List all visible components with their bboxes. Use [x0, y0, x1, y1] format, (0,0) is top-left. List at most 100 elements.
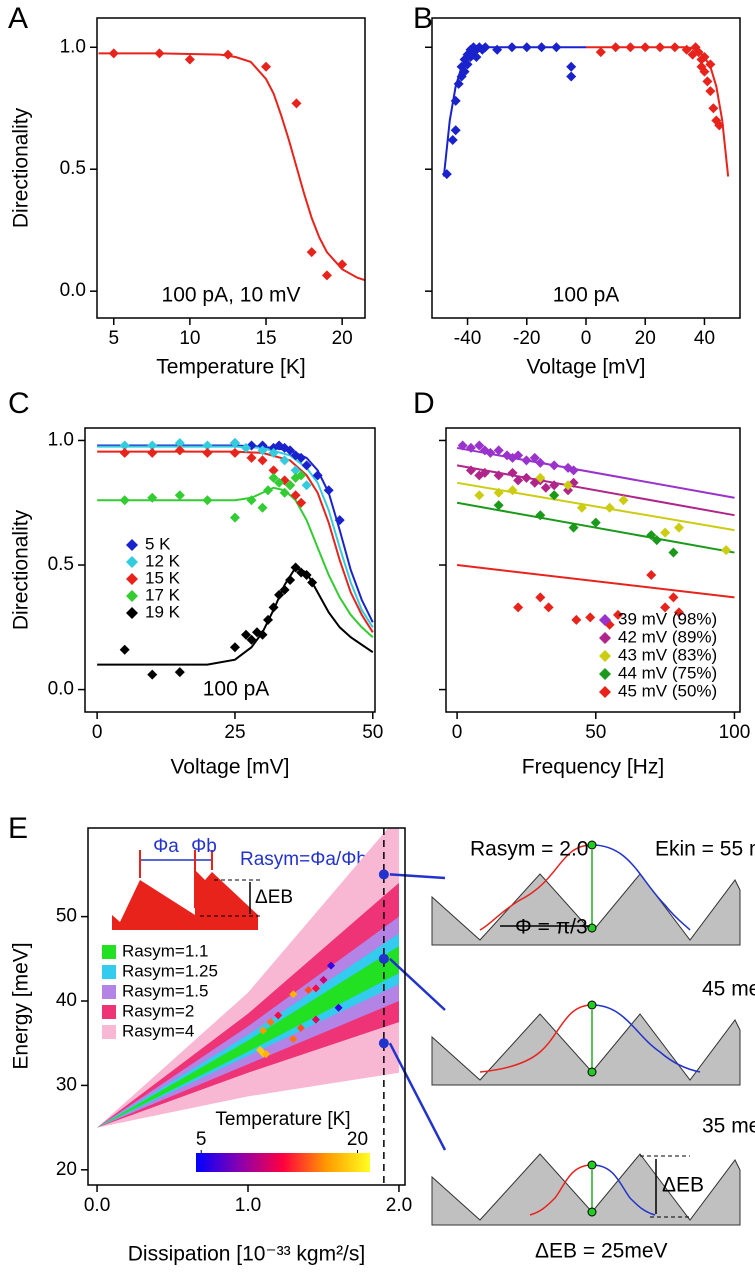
point — [568, 465, 579, 476]
point — [334, 515, 345, 526]
point — [610, 42, 621, 53]
point — [263, 614, 274, 625]
point — [268, 465, 279, 476]
point — [147, 440, 158, 451]
band — [97, 828, 399, 1128]
point — [660, 602, 671, 613]
legend-label: 44 mV (75%) — [618, 663, 717, 682]
annotation: 100 pA, 10 mV — [162, 284, 301, 307]
point — [174, 437, 185, 448]
panel-letter: C — [8, 387, 30, 420]
point — [507, 467, 518, 478]
trajectory — [529, 1164, 593, 1216]
point — [263, 485, 274, 496]
point — [311, 984, 320, 993]
endpoint — [587, 1000, 597, 1010]
point — [257, 455, 268, 466]
point — [229, 447, 240, 458]
point — [708, 103, 719, 114]
point — [549, 490, 560, 501]
y-tick-label: 0.0 — [60, 280, 86, 301]
point — [274, 589, 285, 600]
point — [323, 485, 334, 496]
legend-label: 19 K — [145, 602, 181, 621]
legend-label: Rasym=2 — [122, 1001, 194, 1020]
landscape-35 — [431, 1153, 741, 1226]
trajectory — [591, 1004, 701, 1073]
legend-label: 39 mV (98%) — [618, 609, 717, 628]
point — [290, 490, 301, 501]
point — [521, 472, 532, 483]
point — [535, 510, 546, 521]
point — [119, 495, 130, 506]
legend-swatch — [599, 614, 611, 626]
legend-label: Rasym=1.5 — [122, 981, 208, 1000]
point — [465, 442, 476, 453]
point — [337, 259, 348, 270]
point — [174, 445, 185, 456]
fit-line — [97, 450, 374, 633]
point — [529, 452, 540, 463]
x-axis-label: Dissipation [10⁻³³ kgm²/s] — [128, 1243, 365, 1266]
point — [304, 986, 313, 995]
marker — [378, 1038, 389, 1049]
inset: Φa Φb ΔEB Rasym=Φa/Φb — [112, 836, 367, 930]
schematic-label: ΔEB — [662, 1174, 704, 1197]
y-tick-label: 40 — [56, 990, 77, 1011]
point — [279, 584, 290, 595]
landscape — [431, 1013, 741, 1086]
point — [549, 480, 560, 491]
frame — [96, 17, 366, 319]
point — [457, 440, 468, 451]
schematic-label: ΔEB = 25meV — [535, 1240, 668, 1263]
point — [290, 465, 301, 476]
point — [296, 470, 307, 481]
x-tick-label: 0 — [581, 328, 592, 349]
point — [240, 442, 251, 453]
point — [285, 445, 296, 456]
colorbar-label: Temperature [K] — [215, 1109, 350, 1130]
point — [549, 460, 560, 471]
point — [147, 447, 158, 458]
point — [246, 452, 257, 463]
x-tick-label: 100 — [719, 722, 751, 743]
legend-swatch — [102, 1025, 116, 1039]
x-tick-label: 25 — [224, 722, 245, 743]
point — [513, 602, 524, 613]
pointer — [389, 873, 446, 880]
y-tick-label: 1.0 — [48, 429, 74, 450]
point — [147, 669, 158, 680]
point — [618, 495, 629, 506]
point — [301, 480, 312, 491]
legend-label: 42 mV (89%) — [618, 627, 717, 646]
landscape-55 — [431, 840, 741, 946]
inset-sawtooth — [112, 870, 258, 930]
plot-area — [97, 437, 374, 680]
y-axis-label: Directionality — [10, 509, 33, 630]
x-axis-label: Temperature [K] — [156, 356, 305, 379]
legend-swatch — [126, 590, 138, 602]
point — [493, 470, 504, 481]
point — [513, 475, 524, 486]
point — [306, 247, 317, 258]
point — [257, 629, 268, 640]
y-tick-label: 1.0 — [60, 36, 86, 57]
frame — [445, 427, 741, 713]
point — [493, 500, 504, 511]
x-tick-label: 0.0 — [84, 1195, 110, 1216]
annotation: 100 pA — [553, 284, 620, 307]
endpoint — [587, 1067, 597, 1077]
x-tick-label: 0 — [452, 722, 463, 743]
panel-letter: A — [8, 2, 28, 35]
point — [257, 445, 268, 456]
point — [274, 1011, 283, 1020]
point — [521, 42, 532, 53]
fit-line — [586, 46, 730, 177]
point — [296, 1024, 305, 1033]
point — [246, 634, 257, 645]
point — [721, 545, 732, 556]
point — [507, 485, 518, 496]
point — [296, 497, 307, 508]
trajectory — [591, 844, 691, 931]
